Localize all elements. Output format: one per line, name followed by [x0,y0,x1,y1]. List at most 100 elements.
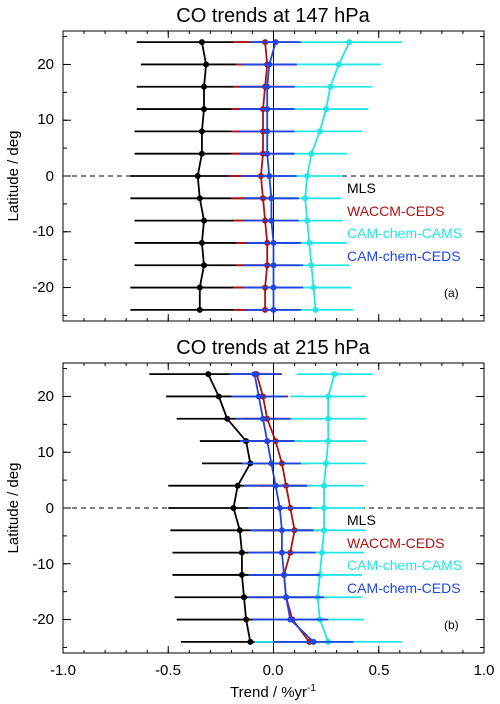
panel-a-ytick-20: 20 [37,56,54,73]
marker-cam-chem-cams [312,306,319,313]
marker-cam-chem-cams [310,284,317,291]
marker-mls [201,106,208,113]
marker-cam-chem-ceds [270,239,277,246]
marker-mls [196,195,203,202]
marker-cam-chem-ceds [266,173,273,179]
panel-b-ytick-20: 20 [37,388,54,405]
marker-cam-chem-ceds [278,527,285,534]
marker-mls [241,594,248,601]
marker-cam-chem-ceds [287,616,294,623]
panel-a-y-ticks: 20 10 0 -10 -20 [32,56,54,296]
panel-a-y-axis-label: Latitude / deg [5,131,22,222]
marker-mls [247,638,254,645]
marker-cam-chem-ceds [270,306,277,313]
marker-cam-chem-cams [316,128,323,135]
marker-cam-chem-cams [331,371,338,378]
marker-cam-chem-ceds [272,482,279,489]
legend-a-waccm-ceds: WACCM-CEDS [347,203,444,219]
marker-cam-chem-cams [308,262,315,269]
marker-cam-chem-cams [308,150,315,157]
marker-cam-chem-cams [335,61,342,68]
marker-mls [234,482,241,489]
marker-mls [196,284,203,291]
marker-cam-chem-ceds [259,415,266,422]
marker-cam-chem-cams [323,106,330,113]
marker-cam-chem-cams [321,482,328,489]
marker-cam-chem-cams [325,393,332,400]
panel-a-ytick-neg10: -10 [32,223,54,240]
panel-b-ytick-0: 0 [46,500,54,517]
marker-cam-chem-cams [321,505,328,511]
xtick-1: 1.0 [474,662,495,679]
marker-mls [238,571,245,578]
marker-mls [236,527,243,534]
panel-b-x-ticks: -1.0 -0.5 0.0 0.5 1.0 [50,662,494,679]
marker-cam-chem-cams [306,239,313,246]
marker-cam-chem-cams [321,527,328,534]
panel-b-ytick-10: 10 [37,444,54,461]
panel-a-title: CO trends at 147 hPa [176,5,370,27]
marker-cam-chem-ceds [268,217,275,224]
marker-cam-chem-ceds [264,150,271,157]
marker-mls [198,128,205,135]
marker-cam-chem-cams [327,83,334,90]
marker-cam-chem-cams [346,39,353,46]
marker-cam-chem-ceds [278,549,285,556]
legend-b-cam-chem-ceds: CAM-chem-CEDS [347,580,461,596]
marker-cam-chem-ceds [251,371,258,378]
marker-cam-chem-ceds [268,195,275,202]
legend-a-mls: MLS [347,180,376,196]
panel-a-label: (a) [444,286,459,300]
panel-a-ytick-10: 10 [37,111,54,128]
panel-b-ytick-neg20: -20 [32,611,54,628]
marker-mls [201,83,208,90]
marker-mls [194,173,201,179]
panel-b: CO trends at 215 hPa 20 10 0 -10 -20 Lat… [5,337,494,701]
marker-mls [198,239,205,246]
marker-mls [238,549,245,556]
marker-mls [203,61,210,68]
legend-b-mls: MLS [347,512,376,528]
panel-a-ytick-neg20: -20 [32,279,54,296]
marker-cam-chem-ceds [270,262,277,269]
marker-cam-chem-ceds [266,61,273,68]
xtick-neg0-5: -0.5 [155,662,181,679]
marker-cam-chem-ceds [310,638,317,645]
marker-mls [201,217,208,224]
marker-cam-chem-cams [302,195,309,202]
panel-b-y-ticks: 20 10 0 -10 -20 [32,388,54,628]
panel-b-ytick-neg10: -10 [32,556,54,573]
panel-b-legend: MLS WACCM-CEDS CAM-chem-CAMS CAM-chem-CE… [347,512,462,596]
xtick-neg1: -1.0 [50,662,76,679]
marker-cam-chem-ceds [264,106,271,113]
xtick-0-5: 0.5 [369,662,390,679]
panel-a-ytick-0: 0 [46,168,54,185]
marker-cam-chem-ceds [283,594,290,601]
panel-a-legend: MLS WACCM-CEDS CAM-chem-CAMS CAM-chem-CE… [347,180,462,264]
marker-mls [201,262,208,269]
marker-cam-chem-ceds [276,505,283,511]
marker-mls [205,371,212,378]
marker-cam-chem-ceds [264,438,271,445]
marker-cam-chem-ceds [272,39,279,46]
marker-cam-chem-ceds [270,284,277,291]
panel-a: CO trends at 147 hPa 20 10 0 -10 -20 Lat… [5,5,485,322]
x-axis-label: Trend / %yr-1 [230,683,316,701]
marker-cam-chem-ceds [264,83,271,90]
marker-mls [230,505,237,511]
panel-b-label: (b) [444,618,459,632]
marker-mls [224,415,231,422]
marker-cam-chem-ceds [264,128,271,135]
legend-b-waccm-ceds: WACCM-CEDS [347,535,444,551]
marker-mls [198,150,205,157]
panel-b-y-axis-label: Latitude / deg [5,463,22,554]
marker-cam-chem-cams [323,460,330,467]
marker-cam-chem-cams [304,217,311,224]
marker-cam-chem-cams [325,438,332,445]
legend-a-cam-chem-ceds: CAM-chem-CEDS [347,248,461,264]
marker-mls [243,616,250,623]
marker-cam-chem-ceds [281,571,288,578]
marker-cam-chem-cams [304,173,311,179]
marker-cam-chem-ceds [255,393,262,400]
